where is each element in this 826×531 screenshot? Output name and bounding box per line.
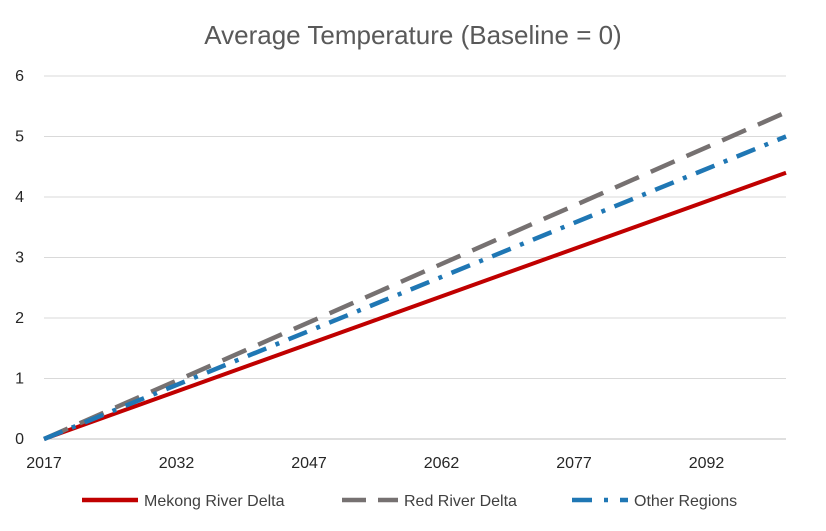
- y-tick-label: 1: [15, 371, 24, 388]
- y-tick-label: 4: [15, 189, 24, 206]
- legend: Mekong River Delta Red River Delta Other R…: [82, 493, 737, 510]
- y-tick-label: 0: [15, 431, 24, 448]
- chart-title: Average Temperature (Baseline = 0): [204, 20, 621, 50]
- y-tick-label: 3: [15, 250, 24, 267]
- axes: 0 1 2 3 4 5 6 2017 2032 2047 2062 2077 2092: [15, 68, 786, 472]
- legend-label: Mekong River Delta: [144, 493, 285, 510]
- x-tick-label: 2032: [159, 455, 195, 472]
- legend-label: Other Regions: [634, 493, 737, 510]
- x-tick-label: 2092: [689, 455, 725, 472]
- y-tick-label: 5: [15, 129, 24, 146]
- series-line-red-river-delta: [43, 110, 787, 442]
- y-tick-label: 6: [15, 68, 24, 85]
- series-line-mekong-river-delta: [43, 170, 787, 441]
- gridlines: [44, 75, 786, 379]
- series-lines: [43, 110, 787, 442]
- x-tick-label: 2017: [26, 455, 62, 472]
- y-tick-label: 2: [15, 310, 24, 327]
- series-line-other-regions: [43, 134, 787, 442]
- x-tick-label: 2062: [424, 455, 460, 472]
- x-tick-label: 2077: [556, 455, 592, 472]
- x-tick-label: 2047: [291, 455, 327, 472]
- legend-label: Red River Delta: [404, 493, 517, 510]
